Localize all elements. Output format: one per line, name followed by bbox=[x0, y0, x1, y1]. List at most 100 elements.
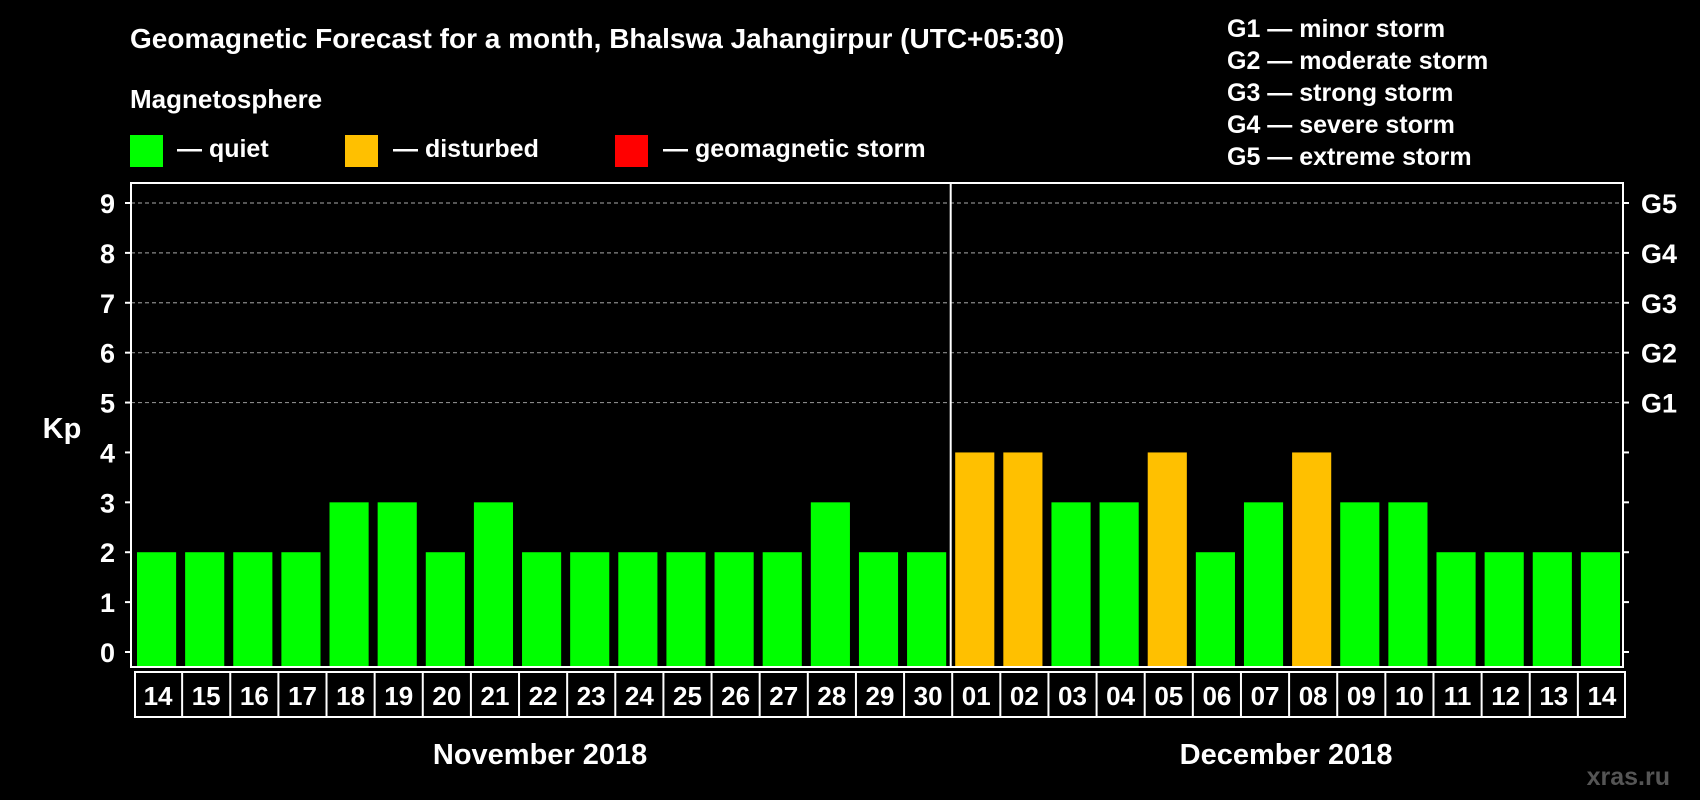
watermark: xras.ru bbox=[1587, 763, 1670, 791]
bars-layer bbox=[137, 452, 1620, 666]
chart-subtitle: Magnetosphere bbox=[130, 84, 322, 114]
storm-scale-key: G1 — minor storm G2 — moderate storm G3 … bbox=[1227, 15, 1488, 171]
storm-scale-g3: G3 — strong storm bbox=[1227, 79, 1453, 107]
y-tick-label-1: 1 bbox=[100, 588, 115, 618]
x-tick-label-15: 28 bbox=[817, 681, 846, 711]
bar-day-28 bbox=[1436, 552, 1476, 666]
y-tick-label-6: 6 bbox=[100, 339, 115, 369]
y-tick-label-4: 4 bbox=[100, 438, 115, 468]
legend: — quiet — disturbed — geomagnetic storm bbox=[130, 135, 926, 167]
x-tick-label-27: 10 bbox=[1395, 681, 1424, 711]
x-tick-label-28: 11 bbox=[1444, 681, 1472, 711]
x-tick-label-1: 14 bbox=[144, 681, 173, 711]
storm-scale-g1: G1 — minor storm bbox=[1227, 15, 1445, 43]
x-tick-label-31: 14 bbox=[1587, 681, 1616, 711]
bar-day-15 bbox=[810, 502, 850, 666]
x-tick-label-17: 30 bbox=[914, 681, 943, 711]
x-tick-label-25: 08 bbox=[1299, 681, 1328, 711]
storm-tick-label-g1: G1 bbox=[1641, 389, 1677, 419]
month-label-1: November 2018 bbox=[433, 739, 647, 771]
chart-title: Geomagnetic Forecast for a month, Bhalsw… bbox=[130, 23, 1064, 54]
storm-tick-label-g5: G5 bbox=[1641, 189, 1677, 219]
bar-day-3 bbox=[233, 552, 273, 666]
bar-day-2 bbox=[185, 552, 225, 666]
x-tick-label-19: 02 bbox=[1010, 681, 1039, 711]
x-tick-label-12: 25 bbox=[673, 681, 702, 711]
bar-day-6 bbox=[377, 502, 417, 666]
bar-day-11 bbox=[618, 552, 658, 666]
bar-day-13 bbox=[714, 552, 754, 666]
x-tick-label-24: 07 bbox=[1251, 681, 1280, 711]
grid-layer bbox=[131, 202, 1623, 404]
axes-layer bbox=[125, 182, 1629, 718]
bar-day-1 bbox=[137, 552, 177, 666]
bar-day-20 bbox=[1051, 502, 1091, 666]
y-tick-label-9: 9 bbox=[100, 189, 115, 219]
x-tick-label-9: 22 bbox=[529, 681, 558, 711]
bar-day-5 bbox=[329, 502, 369, 666]
x-tick-label-20: 03 bbox=[1058, 681, 1087, 711]
bar-day-27 bbox=[1388, 502, 1428, 666]
bar-day-14 bbox=[762, 552, 802, 666]
bar-day-22 bbox=[1147, 452, 1187, 666]
y-tick-label-3: 3 bbox=[100, 488, 115, 518]
x-tick-label-7: 20 bbox=[432, 681, 461, 711]
bar-day-12 bbox=[666, 552, 706, 666]
x-tick-label-5: 18 bbox=[336, 681, 365, 711]
y-tick-label-0: 0 bbox=[100, 638, 115, 668]
bar-day-8 bbox=[473, 502, 514, 666]
x-tick-label-29: 12 bbox=[1491, 681, 1520, 711]
legend-swatch-quiet bbox=[130, 135, 163, 167]
x-tick-label-26: 09 bbox=[1347, 681, 1376, 711]
legend-label-disturbed: — disturbed bbox=[393, 135, 539, 163]
storm-scale-g2: G2 — moderate storm bbox=[1227, 47, 1488, 75]
x-tick-label-6: 19 bbox=[384, 681, 413, 711]
bar-day-29 bbox=[1484, 552, 1524, 666]
x-tick-label-22: 05 bbox=[1154, 681, 1183, 711]
bar-day-26 bbox=[1340, 502, 1380, 666]
bar-day-17 bbox=[907, 552, 947, 666]
bar-day-18 bbox=[955, 452, 995, 666]
storm-tick-label-g2: G2 bbox=[1641, 339, 1677, 369]
legend-swatch-disturbed bbox=[345, 135, 378, 167]
x-tick-label-3: 16 bbox=[240, 681, 269, 711]
x-tick-label-16: 29 bbox=[866, 681, 895, 711]
storm-scale-g4: G4 — severe storm bbox=[1227, 111, 1455, 139]
y-axis-label: Kp bbox=[43, 413, 82, 445]
x-tick-label-10: 23 bbox=[577, 681, 606, 711]
legend-swatch-storm bbox=[615, 135, 648, 167]
x-tick-label-30: 13 bbox=[1539, 681, 1568, 711]
bar-day-25 bbox=[1292, 452, 1332, 666]
legend-label-storm: — geomagnetic storm bbox=[663, 135, 926, 163]
bar-day-30 bbox=[1532, 552, 1572, 666]
bar-day-10 bbox=[570, 552, 610, 666]
x-tick-label-8: 21 bbox=[481, 681, 510, 711]
bar-day-23 bbox=[1195, 552, 1235, 666]
x-tick-label-21: 04 bbox=[1106, 681, 1135, 711]
x-tick-label-4: 17 bbox=[288, 681, 317, 711]
x-tick-label-23: 06 bbox=[1202, 681, 1231, 711]
x-tick-label-13: 26 bbox=[721, 681, 750, 711]
bar-day-7 bbox=[425, 552, 465, 666]
bar-day-24 bbox=[1243, 502, 1284, 666]
bar-day-19 bbox=[1003, 452, 1043, 666]
y-tick-label-7: 7 bbox=[100, 289, 115, 319]
day-label-frame bbox=[134, 671, 1626, 718]
storm-scale-g5: G5 — extreme storm bbox=[1227, 143, 1472, 171]
y-tick-label-8: 8 bbox=[100, 239, 115, 269]
bar-day-4 bbox=[281, 552, 321, 666]
bar-day-31 bbox=[1580, 552, 1620, 666]
y-tick-label-5: 5 bbox=[100, 389, 115, 419]
legend-label-quiet: — quiet bbox=[177, 135, 269, 163]
x-tick-label-18: 01 bbox=[962, 681, 991, 711]
bar-day-21 bbox=[1099, 502, 1139, 666]
x-tick-label-11: 24 bbox=[625, 681, 654, 711]
bar-day-9 bbox=[522, 552, 562, 666]
storm-tick-label-g4: G4 bbox=[1641, 239, 1677, 269]
x-tick-label-2: 15 bbox=[192, 681, 221, 711]
plot-frame bbox=[130, 182, 1624, 668]
x-tick-label-14: 27 bbox=[769, 681, 798, 711]
bar-day-16 bbox=[858, 552, 899, 666]
